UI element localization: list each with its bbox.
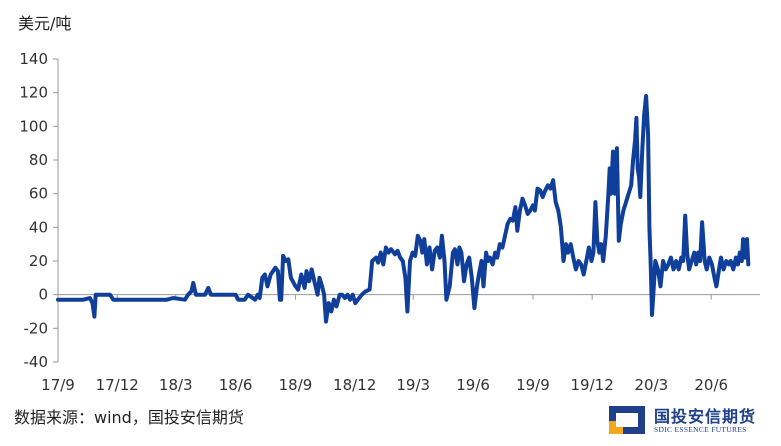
series-line <box>56 94 751 324</box>
x-tick-label: 17/12 <box>96 376 139 394</box>
x-tick-label: 19/6 <box>456 376 490 394</box>
x-tick-label: 20/3 <box>635 376 669 394</box>
x-tick-label: 18/9 <box>279 376 313 394</box>
x-tick-label: 18/6 <box>219 376 253 394</box>
y-tick-label: -40 <box>24 353 49 371</box>
logo-company-name: 国投安信期货 <box>654 407 757 426</box>
y-tick-label: 0 <box>38 286 48 304</box>
y-tick-label: 140 <box>19 50 48 68</box>
y-tick-label: 120 <box>19 84 48 102</box>
y-tick-label: 60 <box>29 185 48 203</box>
x-axis-ticks: 17/9 17/12 18/3 18/6 18/9 18/12 19/3 19/6 19/9 19… <box>41 294 728 394</box>
x-tick-label: 19/12 <box>571 376 614 394</box>
y-tick-label: 80 <box>29 151 48 169</box>
company-logo: 国投安信期货 SDIC ESSENCE FUTURES <box>607 402 777 442</box>
x-tick-label: 17/9 <box>41 376 75 394</box>
y-axis-unit-label: 美元/吨 <box>18 14 71 33</box>
y-tick-label: 20 <box>29 252 48 270</box>
y-tick-label: 100 <box>19 117 48 135</box>
y-tick-label: -20 <box>24 319 49 337</box>
x-tick-label: 20/6 <box>694 376 728 394</box>
x-tick-label: 19/9 <box>516 376 550 394</box>
x-tick-label: 19/3 <box>396 376 430 394</box>
logo-company-subtitle: SDIC ESSENCE FUTURES <box>654 425 747 434</box>
y-tick-label: 40 <box>29 218 48 236</box>
logo-mark-icon <box>609 406 645 434</box>
series-layer <box>56 94 751 324</box>
x-tick-label: 18/12 <box>333 376 376 394</box>
y-axis-ticks: -40 -20 0 20 40 60 80 100 120 140 <box>19 50 58 371</box>
x-tick-label: 18/3 <box>159 376 193 394</box>
data-source-note: 数据来源：wind，国投安信期货 <box>14 408 244 427</box>
